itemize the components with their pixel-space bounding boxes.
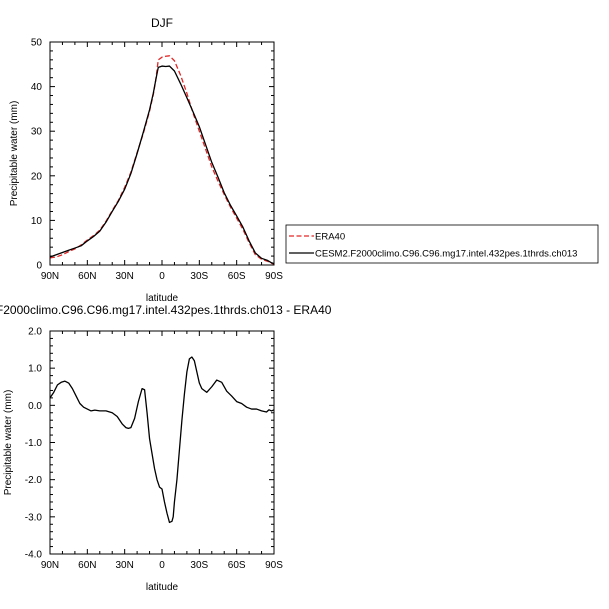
x-tick-label: 30N <box>115 271 133 282</box>
y-tick-label: 0 <box>36 261 42 272</box>
x-tick-label: 60N <box>78 560 96 571</box>
top-panel-x-axis-title: latitude <box>146 293 179 304</box>
top-panel-y-axis-title: Precipitable water (mm) <box>9 101 20 207</box>
y-tick-label: 30 <box>31 127 43 138</box>
bottom-panel-x-axis-title: latitude <box>146 582 179 593</box>
x-tick-label: 90N <box>41 271 59 282</box>
x-tick-label: 0 <box>159 560 165 571</box>
y-tick-label: 0.0 <box>28 401 42 412</box>
bottom-panel-series <box>49 356 275 524</box>
x-tick-label: 90S <box>265 560 283 571</box>
y-tick-label: 10 <box>31 216 43 227</box>
x-tick-label: 30S <box>190 271 208 282</box>
x-tick-label: 30S <box>190 560 208 571</box>
top-panel-series <box>49 55 275 265</box>
x-tick-label: 90N <box>41 560 59 571</box>
top-panel-frame <box>49 41 275 266</box>
series-line-era40 <box>49 55 275 265</box>
x-tick-label: 60S <box>228 560 246 571</box>
y-tick-label: 20 <box>31 171 43 182</box>
series-line-cesm2 <box>49 65 275 265</box>
y-tick-label: 2.0 <box>28 327 42 338</box>
y-tick-label: -2.0 <box>25 475 43 486</box>
legend: ERA40 CESM2.F2000climo.C96.C96.mg17.inte… <box>285 224 599 264</box>
bottom-panel-title: .F2000climo.C96.C96.mg17.intel.432pes.1t… <box>0 303 332 317</box>
x-tick-label: 60N <box>78 271 96 282</box>
y-tick-label: 40 <box>31 82 43 93</box>
top-panel-ticks: 90N 60N 30N 0 30S 60S 90S 0 10 20 30 40 50 <box>31 38 283 283</box>
top-panel: DJF 90N 60N 30N 0 30S 60S 90S 0 10 20 30 40 50 latit… <box>9 16 283 304</box>
legend-label-cesm2: CESM2.F2000climo.C96.C96.mg17.intel.432p… <box>315 249 577 260</box>
y-tick-label: -4.0 <box>25 550 43 561</box>
x-tick-label: 30N <box>115 560 133 571</box>
bottom-panel-frame <box>49 330 275 555</box>
bottom-panel-ticks: 90N 60N 30N 0 30S 60S 90S -4.0 -3.0 -2.0 -1.0 0.0 1.… <box>25 327 283 572</box>
y-tick-label: 1.0 <box>28 364 42 375</box>
y-tick-label: -3.0 <box>25 512 43 523</box>
x-tick-label: 90S <box>265 271 283 282</box>
bottom-panel: .F2000climo.C96.C96.mg17.intel.432pes.1t… <box>0 303 332 593</box>
series-line-difference <box>49 356 275 524</box>
bottom-panel-y-axis-title: Precipitable water (mm) <box>3 390 14 496</box>
legend-label-era40: ERA40 <box>315 232 345 243</box>
y-tick-label: 50 <box>31 38 43 49</box>
x-tick-label: 60S <box>228 271 246 282</box>
y-tick-label: -1.0 <box>25 438 43 449</box>
top-panel-title: DJF <box>151 16 173 30</box>
x-tick-label: 0 <box>159 271 165 282</box>
legend-box <box>285 224 599 264</box>
